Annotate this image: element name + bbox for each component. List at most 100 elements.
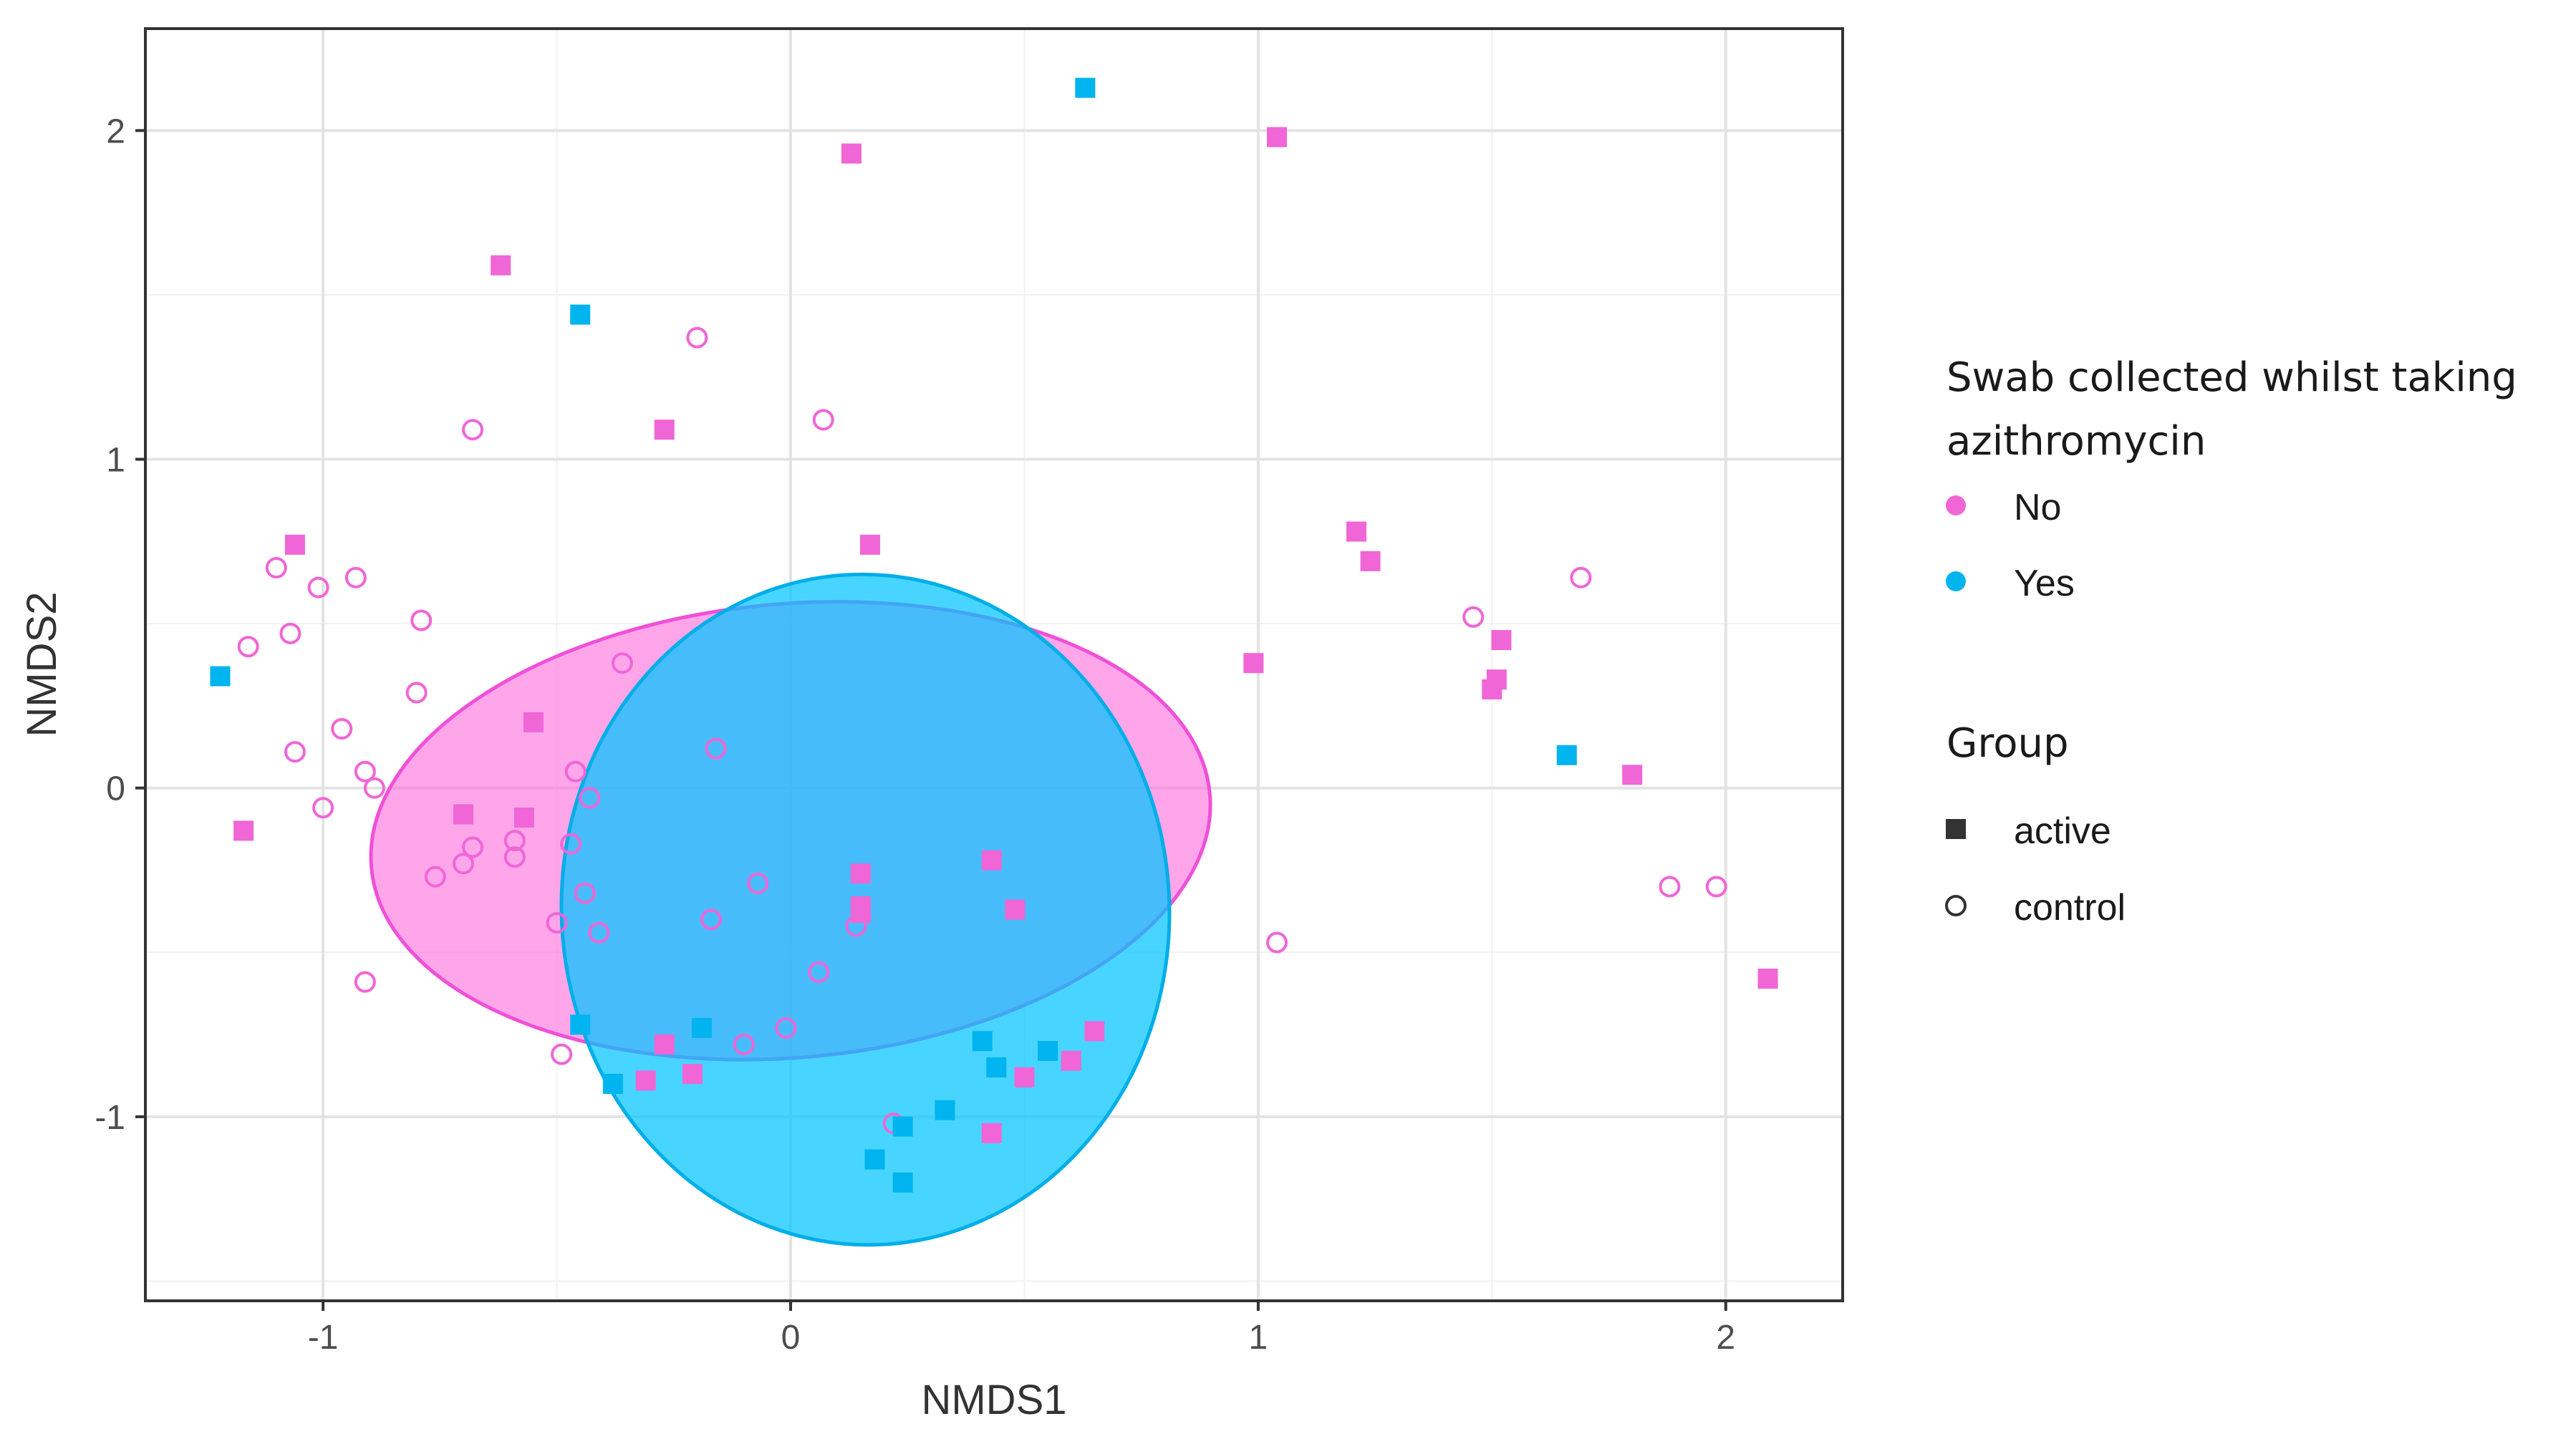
point-control-no (747, 872, 769, 894)
legend-label-yes: Yes (2014, 563, 2075, 604)
point-control-no (845, 915, 867, 937)
point-control-no (237, 636, 259, 658)
point-active-no (284, 534, 305, 555)
point-control-no (462, 419, 484, 441)
point-active-no (654, 420, 675, 440)
legend-label-control: control (2014, 887, 2126, 929)
point-control-no (503, 846, 526, 868)
x-axis-title: NMDS1 (921, 1377, 1066, 1423)
point-control-no (354, 760, 376, 782)
x-tick-labels: -1 0 1 2 (308, 1319, 1735, 1357)
point-active-yes (1038, 1041, 1058, 1062)
point-active-no (233, 820, 254, 841)
point-active-no (523, 712, 544, 732)
point-control-no (808, 961, 830, 983)
point-active-yes (864, 1149, 885, 1170)
point-active-no (850, 863, 871, 884)
point-control-no (686, 326, 708, 349)
point-active-yes (892, 1116, 913, 1137)
x-tick-label: 1 (1249, 1319, 1268, 1357)
point-active-no (1005, 899, 1026, 920)
point-active-no (682, 1064, 703, 1085)
point-active-yes (570, 1014, 591, 1035)
point-active-yes (972, 1031, 993, 1052)
legend-azithromycin-title-line-1: Swab collected whilst taking (1947, 354, 2517, 401)
x-tick-label: -1 (308, 1319, 339, 1357)
x-tick-label: 0 (781, 1319, 801, 1357)
point-active-no (1360, 551, 1381, 571)
panel-border (144, 27, 1844, 1302)
point-control-no (1266, 931, 1288, 954)
point-control-no (574, 882, 596, 904)
point-active-no (981, 850, 1002, 871)
legend-key-yes (1946, 571, 1966, 591)
legend-label-no: No (2014, 487, 2061, 528)
point-active-no (1061, 1050, 1081, 1071)
y-tick-label: 2 (106, 112, 125, 150)
point-active-yes (1556, 745, 1577, 765)
point-control-no (546, 911, 568, 934)
point-control-no (279, 622, 302, 644)
point-control-no (452, 853, 474, 875)
point-active-no (841, 143, 862, 164)
legend-group-title: Group (1947, 720, 2069, 767)
point-control-no (354, 971, 376, 993)
point-active-no (859, 534, 880, 555)
point-control-no (775, 1017, 797, 1039)
point-active-yes (691, 1017, 712, 1038)
point-control-no (405, 682, 428, 704)
point-active-yes (210, 666, 231, 687)
point-control-no (344, 566, 367, 588)
y-tick-labels: -1 0 1 2 (95, 112, 125, 1137)
legend-label-active: active (2014, 810, 2111, 852)
y-axis-title: NMDS2 (19, 591, 65, 737)
point-active-no (1622, 765, 1643, 785)
point-active-no (635, 1070, 656, 1091)
y-tick-label: 0 (106, 770, 125, 808)
point-active-no (453, 804, 473, 825)
y-tick-label: -1 (95, 1099, 125, 1137)
point-active-no (1346, 521, 1366, 542)
point-control-no (312, 797, 334, 819)
point-active-no (1491, 630, 1512, 651)
axis-ticks (135, 129, 1727, 1311)
point-control-no (424, 866, 446, 888)
point-control-no (1705, 876, 1727, 898)
point-active-no (491, 255, 511, 276)
point-control-no (551, 1043, 573, 1065)
point-control-no (588, 921, 610, 944)
point-active-no (850, 903, 871, 924)
point-control-no (284, 741, 306, 763)
point-active-no (1084, 1021, 1105, 1042)
point-control-no (705, 737, 727, 760)
legend-key-control (1945, 895, 1967, 916)
legend-azithromycin-title-line-2: azithromycin (1947, 418, 2206, 465)
legend-group: Group active control (1945, 720, 2126, 929)
point-control-no (503, 830, 526, 852)
point-control-no (812, 409, 834, 431)
point-control-no (363, 777, 385, 799)
point-control-no (307, 576, 329, 599)
point-control-no (579, 787, 601, 809)
point-control-no (611, 652, 633, 674)
point-control-no (331, 718, 353, 740)
point-active-yes (986, 1057, 1007, 1077)
point-control-no (733, 1033, 755, 1055)
legend-azithromycin: Swab collected whilst taking azithromyci… (1946, 354, 2517, 604)
point-active-no (1267, 127, 1287, 147)
point-active-no (1014, 1067, 1035, 1087)
point-active-yes (570, 304, 591, 325)
point-active-no (1243, 653, 1264, 674)
data-points (210, 77, 1778, 1193)
x-tick-label: 2 (1716, 1319, 1735, 1357)
point-control-no (1462, 606, 1485, 628)
point-active-no (654, 1034, 675, 1055)
point-active-yes (602, 1073, 623, 1094)
point-control-no (410, 609, 433, 631)
point-active-no (1482, 679, 1502, 699)
y-tick-label: 1 (106, 442, 125, 480)
point-control-no (1570, 566, 1592, 588)
point-active-no (513, 808, 534, 828)
point-control-no (462, 836, 484, 858)
